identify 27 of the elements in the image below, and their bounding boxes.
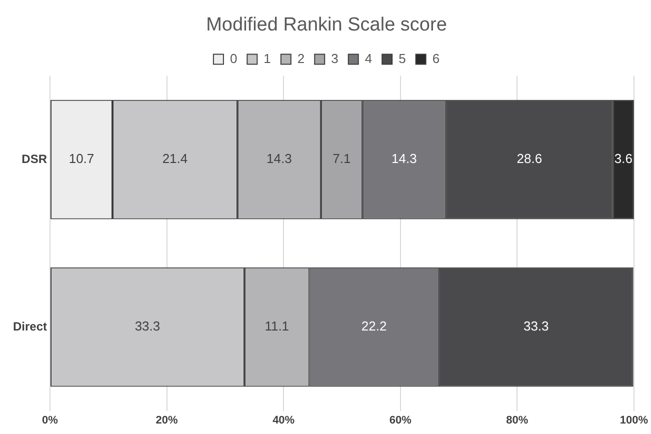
legend-label: 1	[264, 50, 271, 66]
data-label: 10.7	[68, 151, 94, 166]
y-tick-label: Direct	[13, 319, 48, 334]
legend-label: 5	[398, 50, 406, 66]
legend-label: 6	[432, 50, 440, 66]
data-label: 33.3	[134, 318, 160, 334]
data-label: 28.6	[516, 151, 542, 166]
data-label: 11.1	[264, 318, 290, 334]
chart-title: Modified Rankin Scale score	[206, 14, 447, 36]
x-tick-label: 0%	[42, 414, 58, 426]
legend-label: 2	[297, 50, 305, 66]
x-tick-label: 60%	[389, 414, 412, 426]
x-tick-label: 100%	[620, 414, 648, 426]
x-tick-label: 20%	[156, 414, 178, 426]
legend-label: 4	[364, 50, 372, 66]
legend-label: 3	[331, 50, 338, 66]
y-tick-label: DSR	[22, 152, 48, 166]
x-tick-label: 80%	[506, 414, 528, 426]
data-label: 7.1	[332, 151, 351, 166]
data-label: 33.3	[523, 318, 549, 334]
data-label: 21.4	[162, 151, 188, 166]
data-label: 14.3	[266, 151, 292, 166]
data-label: 3.6	[614, 151, 632, 166]
x-tick-label: 40%	[272, 414, 295, 426]
data-label: 22.2	[361, 318, 387, 334]
data-label: 14.3	[392, 151, 417, 166]
legend-label: 0	[230, 50, 238, 66]
